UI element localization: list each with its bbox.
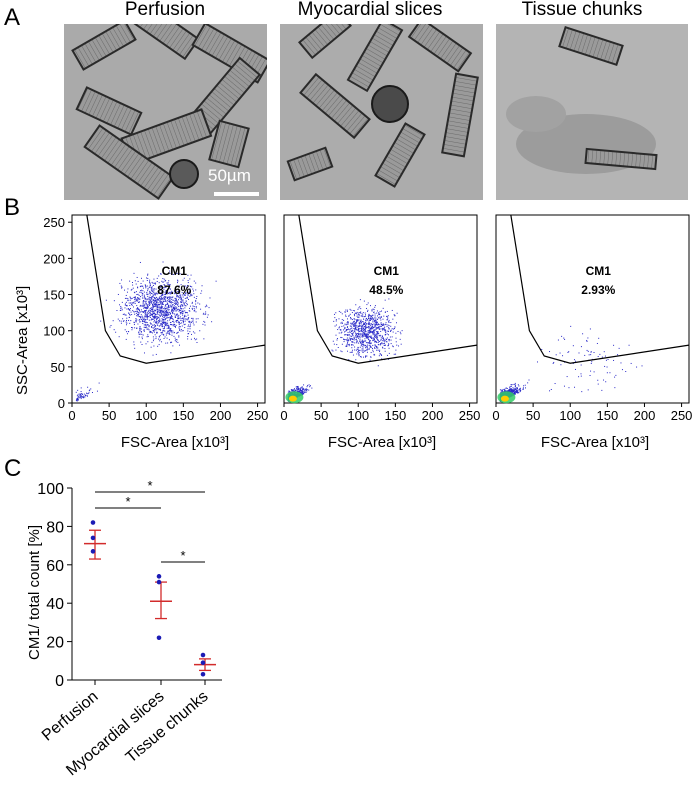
y-tick-label: 40 xyxy=(46,596,64,613)
flow-events xyxy=(75,261,217,402)
significance-star: * xyxy=(125,494,130,509)
data-point xyxy=(156,579,162,585)
gate-percent: 87.6% xyxy=(157,283,191,297)
flow-events xyxy=(285,298,403,404)
x-tick-label: 0 xyxy=(68,408,75,423)
gate-percent: 48.5% xyxy=(369,283,403,297)
y-tick-label: 200 xyxy=(43,251,65,266)
data-point xyxy=(90,549,96,554)
data-point xyxy=(200,660,206,666)
significance-star: * xyxy=(147,478,152,493)
data-point xyxy=(200,652,206,658)
panel-a-title-slices: Myocardial slices xyxy=(297,0,443,20)
y-tick-label: 50 xyxy=(51,360,65,375)
flow-plot-frame xyxy=(495,214,690,404)
micrograph-perfusion xyxy=(64,24,267,200)
x-tick-label: 100 xyxy=(559,408,581,423)
micrograph-slices-art xyxy=(280,24,483,200)
x-tick-label: 200 xyxy=(634,408,656,423)
gate-name: CM1 xyxy=(162,264,188,278)
x-tick-label: 50 xyxy=(102,408,116,423)
panel-a-title-chunks: Tissue chunks xyxy=(521,0,643,20)
x-tick-label: 250 xyxy=(247,408,269,423)
panel-label-b: B xyxy=(4,194,21,221)
panel-label-a: A xyxy=(4,4,21,31)
data-point xyxy=(156,635,162,641)
flow-plot-3: 0 50 100 150 200 250 CM1 2.93% xyxy=(492,214,693,423)
x-tick-label: 100 xyxy=(135,408,157,423)
y-tick-label: 150 xyxy=(43,288,65,303)
flow-cytometry-plots: 0 50 100 150 200 250 0 50 100 150 200 250 CM1 87.6% 0 5… xyxy=(43,214,693,423)
x-tick-label: 250 xyxy=(671,408,693,423)
flow-xlabel-2: FSC-Area [x10³] xyxy=(327,434,437,451)
y-tick-label: 100 xyxy=(43,324,65,339)
flow-xlabel-3: FSC-Area [x10³] xyxy=(540,434,650,451)
data-point xyxy=(156,574,162,579)
x-tick-label: 250 xyxy=(459,408,481,423)
scale-bar-label: 50µm xyxy=(208,166,251,185)
x-tick-label: 50 xyxy=(314,408,328,423)
flow-ylabel: SSC-Area [x10³] xyxy=(14,285,31,395)
x-tick-label: 200 xyxy=(422,408,444,423)
x-tick-label: 150 xyxy=(172,408,194,423)
y-tick-label: 100 xyxy=(37,481,64,498)
y-tick-label: 0 xyxy=(55,673,64,690)
x-tick-label: 150 xyxy=(384,408,406,423)
x-tick-label: 50 xyxy=(526,408,540,423)
micrograph-chunks-art xyxy=(496,24,688,200)
y-tick-label: 0 xyxy=(58,396,65,411)
gate-percent: 2.93% xyxy=(581,283,615,297)
y-tick-label: 80 xyxy=(46,519,64,536)
data-point xyxy=(90,520,96,525)
data-point xyxy=(200,671,206,677)
chart-ylabel: CM1/ total count [%] xyxy=(26,524,43,660)
x-tick-label: 0 xyxy=(280,408,287,423)
micrograph-chunks xyxy=(496,24,688,200)
gate-cm1 xyxy=(510,214,690,364)
x-tick-label: 100 xyxy=(347,408,369,423)
flow-plot-frame xyxy=(283,214,478,404)
flow-xlabel-1: FSC-Area [x10³] xyxy=(120,434,230,451)
micrograph-slices xyxy=(280,24,483,200)
flow-plot-1: 0 50 100 150 200 250 0 50 100 150 200 250 CM1 87.6% xyxy=(43,214,269,423)
y-tick-label: 20 xyxy=(46,635,64,652)
x-tick-label: 200 xyxy=(210,408,232,423)
micrograph-perfusion-art xyxy=(64,24,267,200)
y-tick-label: 60 xyxy=(46,558,64,575)
panel-a-title-perfusion: Perfusion xyxy=(124,0,206,20)
y-tick-label: 250 xyxy=(43,215,65,230)
x-tick-label: 0 xyxy=(492,408,499,423)
significance-star: * xyxy=(180,548,185,563)
data-point xyxy=(90,535,96,541)
gate-cm1 xyxy=(298,214,478,364)
category-label: Perfusion xyxy=(39,688,102,744)
flow-events xyxy=(497,325,643,404)
gate-cm1 xyxy=(86,214,266,364)
flow-plot-frame xyxy=(71,214,266,404)
panel-label-c: C xyxy=(4,455,22,482)
flow-plot-2: 0 50 100 150 200 250 CM1 48.5% xyxy=(280,214,481,423)
gate-name: CM1 xyxy=(586,264,612,278)
x-tick-label: 150 xyxy=(596,408,618,423)
gate-name: CM1 xyxy=(374,264,400,278)
